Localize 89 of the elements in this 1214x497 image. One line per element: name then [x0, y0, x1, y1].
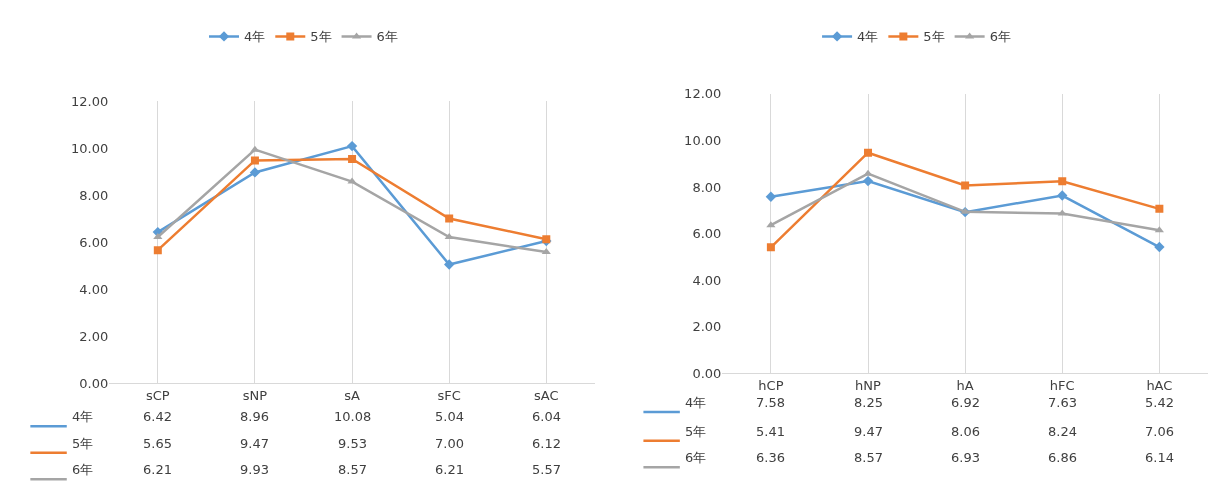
point: [249, 167, 261, 178]
y-tick-label: 6.00: [79, 234, 109, 250]
data-label: 9.47: [240, 436, 269, 451]
data-label: 7.06: [1145, 424, 1174, 439]
x-tick-label: hAC: [1146, 377, 1173, 393]
y-tick-label: 8.00: [79, 187, 109, 203]
point: [541, 248, 551, 255]
point: [153, 233, 163, 240]
data-label: 5.42: [1145, 395, 1174, 410]
y-tick-label: 10.00: [684, 132, 722, 148]
data-label: 8.24: [1048, 424, 1077, 439]
data-label: 5.04: [435, 409, 464, 424]
y-tick-label: 0.00: [692, 365, 722, 381]
data-label: 8.06: [951, 424, 980, 439]
data-label: 9.53: [338, 436, 367, 451]
point: [766, 243, 775, 252]
x-tick-label: hA: [956, 377, 974, 393]
y-tick-label: 4.00: [692, 272, 722, 288]
data-label: 7.58: [756, 395, 785, 410]
data-label: 8.96: [240, 409, 269, 424]
x-tick-label: sFC: [437, 387, 461, 403]
point: [862, 175, 874, 187]
legend-label: 6年: [376, 29, 398, 45]
point: [1154, 226, 1164, 233]
text: 5年: [72, 436, 94, 451]
point: [444, 233, 454, 240]
y-tick-label: 12.00: [684, 86, 722, 102]
point: [443, 259, 455, 270]
data-label: 10.08: [334, 409, 372, 424]
y-tick-label: 0.00: [79, 375, 109, 391]
x-tick-label: hFC: [1049, 377, 1075, 393]
data-label: 6.92: [951, 395, 980, 410]
data-label: 5.65: [143, 436, 172, 451]
legend-label: 4年: [857, 29, 879, 45]
data-label: 9.47: [854, 424, 883, 439]
point: [1154, 241, 1165, 253]
point: [1155, 204, 1164, 213]
y-tick-label: 12.00: [71, 93, 109, 109]
x-tick-label: sAC: [534, 387, 559, 403]
point: [1057, 209, 1067, 216]
data-label: 6.14: [1145, 450, 1174, 465]
legend-label: 5年: [923, 29, 945, 45]
legend-label: 5年: [310, 29, 332, 45]
data-label: 5.41: [756, 424, 785, 439]
data-label: 6.04: [532, 409, 561, 424]
point: [347, 177, 357, 184]
y-tick-label: 6.00: [692, 226, 722, 242]
x-tick-label: sCP: [145, 387, 170, 403]
data-label: 6.21: [143, 462, 172, 477]
x-tick-label: sNP: [242, 387, 268, 403]
point: [1057, 190, 1068, 201]
data-label: 7.63: [1048, 395, 1077, 410]
data-label: 8.25: [854, 395, 883, 410]
point: [1058, 177, 1067, 186]
y-tick-label: 4.00: [79, 281, 109, 297]
y-tick-label: 2.00: [79, 328, 109, 344]
x-tick-label: sA: [344, 387, 360, 403]
data-label: 8.57: [338, 462, 367, 477]
point: [445, 214, 454, 223]
data-label: 6.12: [532, 436, 561, 451]
text: 4年: [72, 409, 94, 424]
point: [250, 156, 259, 165]
data-label: 7.00: [435, 436, 464, 451]
text: 6年: [72, 462, 94, 477]
x-tick-label: hCP: [758, 377, 784, 393]
data-label: 6.36: [756, 450, 785, 465]
point: [961, 181, 970, 190]
data-label: 6.93: [951, 450, 980, 465]
data-label: 6.21: [435, 462, 464, 477]
data-label: 6.42: [143, 409, 172, 424]
data-label: 6.86: [1048, 450, 1077, 465]
data-label: 8.57: [854, 450, 883, 465]
text: 6年: [685, 450, 707, 465]
y-tick-label: 2.00: [692, 319, 722, 335]
y-tick-label: 10.00: [71, 140, 109, 156]
data-label: 9.93: [240, 462, 269, 477]
point: [864, 148, 873, 157]
data-label: 5.57: [532, 462, 561, 477]
x-tick-label: hNP: [855, 377, 882, 393]
y-tick-label: 8.00: [692, 179, 722, 195]
point: [960, 207, 970, 214]
point: [153, 246, 162, 255]
legend-label: 4年: [244, 29, 266, 45]
text: 5年: [685, 424, 707, 439]
point: [348, 155, 357, 164]
point: [346, 140, 358, 152]
legend-label: 6年: [989, 29, 1011, 45]
text: 4年: [685, 395, 707, 410]
point: [765, 191, 777, 202]
